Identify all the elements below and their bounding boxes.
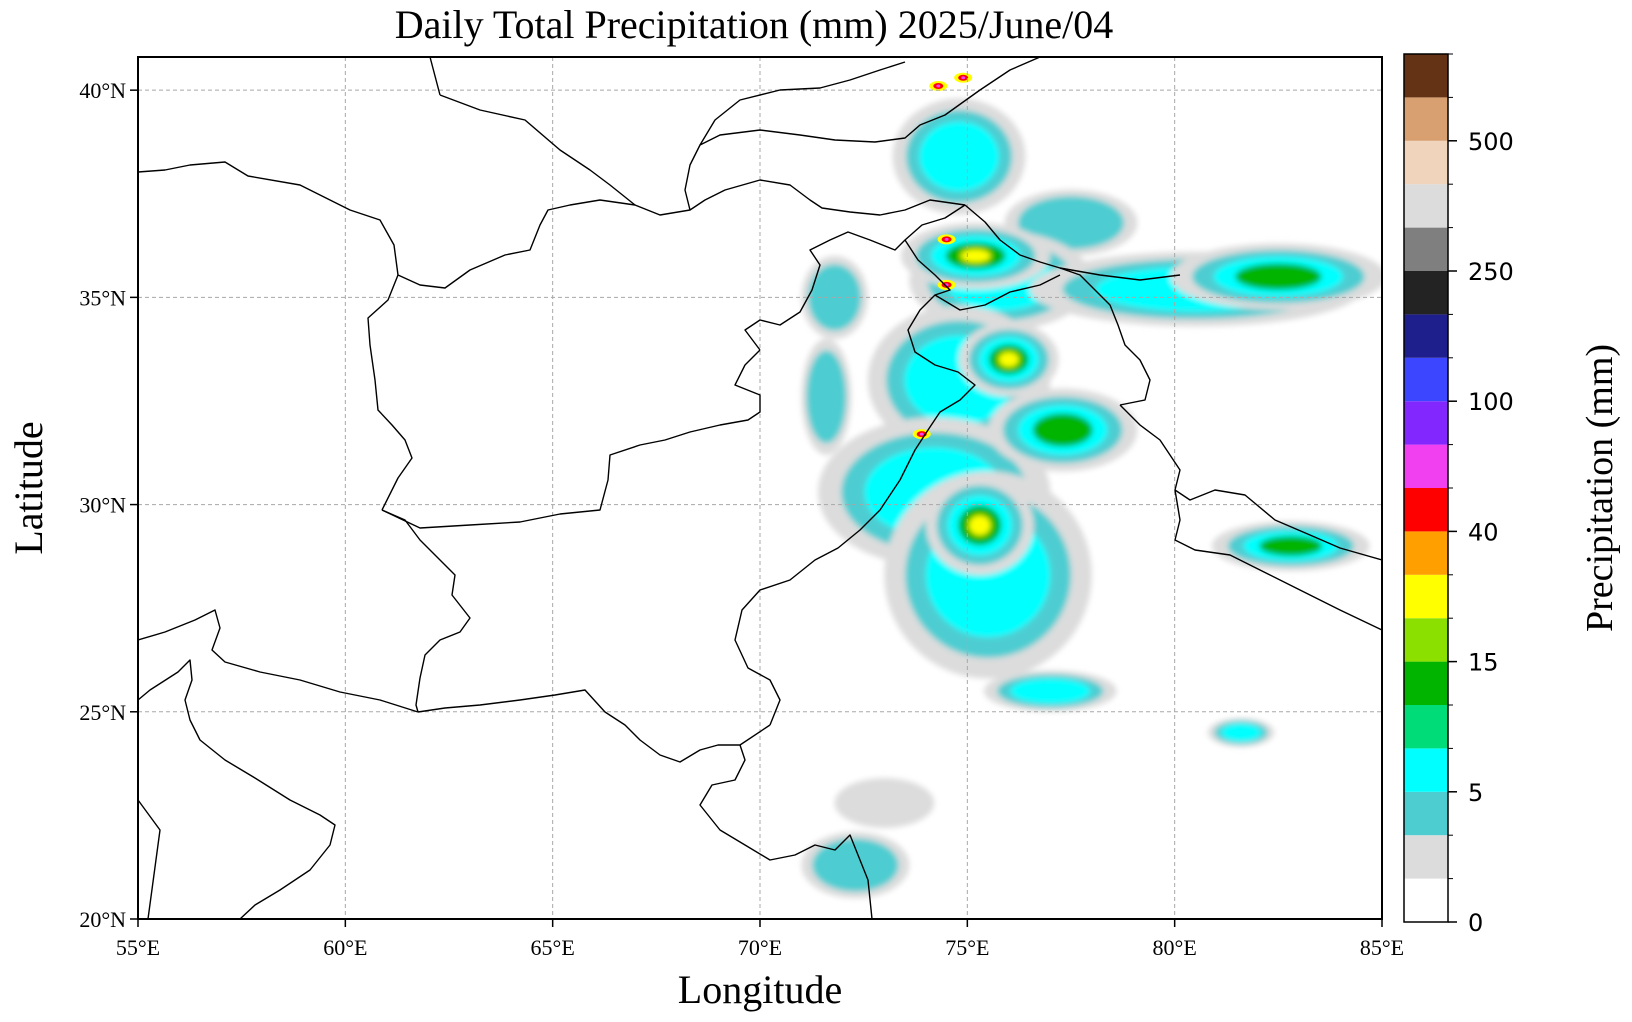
uzbekistan-border	[439, 94, 636, 206]
nepal-south-border	[1174, 489, 1382, 631]
afghanistan-iran-border	[367, 274, 413, 511]
rain-contour	[968, 515, 991, 536]
rain-contour	[1017, 196, 1125, 250]
colorbar-segment	[1404, 271, 1448, 315]
x-tick-label: 70°E	[738, 935, 782, 960]
colorbar-tick-label: 250	[1468, 258, 1514, 286]
colorbar-segment	[1404, 835, 1448, 879]
afghanistan-north-border	[759, 179, 966, 216]
colorbar-segment	[1404, 531, 1448, 575]
colorbar-segment	[1404, 54, 1448, 98]
x-tick-label: 55°E	[116, 935, 160, 960]
y-tick-label: 20°N	[79, 907, 126, 932]
colorbar-tick-label: 15	[1468, 649, 1499, 677]
gridlines	[138, 57, 1382, 919]
afghanistan-pakistan-south-border	[381, 349, 761, 529]
colorbar-segment	[1404, 357, 1448, 402]
colorbar-segment	[1404, 705, 1448, 749]
x-tick-label: 60°E	[323, 935, 367, 960]
colorbar-segment	[1404, 488, 1448, 532]
y-axis-label: Latitude	[6, 421, 51, 554]
colorbar-segment	[1404, 618, 1448, 662]
oman-coastline	[138, 609, 419, 713]
peak-magenta	[919, 432, 924, 436]
pakistan-india-border	[734, 294, 976, 726]
colorbar-segment	[1404, 444, 1448, 488]
plot-area	[138, 57, 1382, 919]
colorbar-tick-label: 100	[1468, 388, 1514, 416]
colorbar-tick-label: 0	[1468, 909, 1483, 937]
rain-contour	[1235, 263, 1322, 290]
colorbar-segment	[1404, 401, 1448, 445]
peak-magenta	[936, 84, 941, 88]
rain-contour	[919, 121, 999, 192]
rain-contour	[1259, 536, 1323, 556]
x-tick-label: 80°E	[1153, 935, 1197, 960]
peak-magenta	[944, 237, 949, 241]
turkmenistan-iran-border	[138, 161, 761, 289]
gujarat-coastline	[699, 744, 873, 919]
y-tick-label: 25°N	[79, 700, 126, 725]
axis-ticks: 55°E 60°E 65°E 70°E 75°E 80°E 85°E 20°N 25°N 30°N…	[79, 78, 1404, 960]
colorbar-tick-label: 500	[1468, 128, 1514, 156]
rain-contour	[998, 352, 1019, 367]
colorbar-segment	[1404, 314, 1448, 358]
colorbar-segment	[1404, 97, 1448, 141]
colorbar-segment	[1404, 227, 1448, 271]
line-of-control	[904, 239, 1061, 311]
pakistan-iran-border	[381, 509, 471, 713]
rain-contour	[960, 249, 991, 263]
x-tick-label: 75°E	[945, 935, 989, 960]
colorbar-tick-label: 40	[1468, 518, 1499, 546]
colorbar-segment	[1404, 140, 1448, 185]
x-axis-label: Longitude	[678, 967, 842, 1012]
colorbar: 0 5 15 40 100 250 500	[1403, 53, 1514, 937]
tajikistan-border	[684, 57, 1041, 211]
colorbar-segment	[1404, 574, 1448, 619]
x-tick-label: 65°E	[531, 935, 575, 960]
pakistan-coastline	[417, 689, 771, 763]
rain-contour	[806, 350, 847, 444]
india-nepal-border	[1119, 404, 1382, 561]
rain-layer	[801, 98, 1382, 899]
peak-magenta	[961, 76, 966, 80]
uae-border	[138, 799, 161, 919]
map-title: Daily Total Precipitation (mm) 2025/June…	[395, 2, 1114, 47]
colorbar-label: Precipitation (mm)	[1579, 344, 1621, 632]
x-tick-label: 85°E	[1360, 935, 1404, 960]
rain-contour	[1032, 413, 1093, 447]
india-china-north	[1059, 267, 1181, 281]
country-borders	[138, 57, 1382, 919]
kyrgyz-border	[699, 61, 906, 146]
colorbar-segment	[1404, 791, 1448, 836]
colorbar-segment	[1404, 878, 1448, 922]
afghanistan-pakistan-north-border	[744, 204, 966, 351]
y-tick-label: 35°N	[79, 285, 126, 310]
rain-contour	[812, 838, 899, 892]
colorbar-segment	[1404, 661, 1448, 705]
colorbar-segment	[1404, 748, 1448, 792]
rain-contour	[1221, 723, 1261, 742]
rain-contour	[1010, 678, 1091, 704]
kashmir-china-border	[964, 204, 1151, 406]
kazakh-uzbek-border	[429, 57, 441, 96]
arabia-coastline	[138, 659, 336, 919]
colorbar-segment	[1404, 184, 1448, 228]
colorbar-tick-label: 5	[1468, 779, 1483, 807]
rain-contour	[834, 778, 935, 828]
y-tick-label: 30°N	[79, 493, 126, 518]
y-tick-label: 40°N	[79, 78, 126, 103]
